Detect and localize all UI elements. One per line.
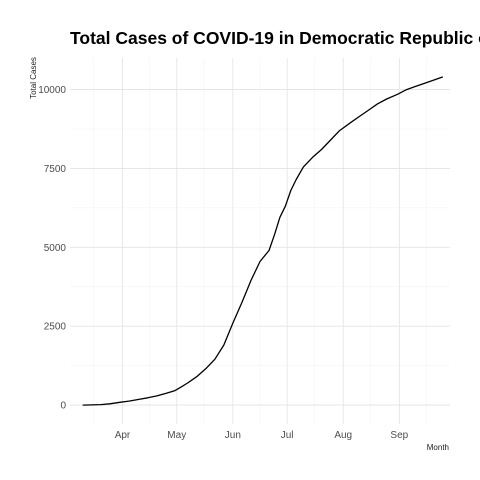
x-axis-title: Month (427, 443, 449, 452)
x-tick-label: Jul (281, 430, 294, 441)
x-axis-ticks: Apr May Jun Jul Aug Sep (115, 430, 409, 441)
x-tick-label: Apr (115, 430, 131, 441)
y-axis-title: Total Cases (29, 57, 38, 99)
x-tick-label: Sep (390, 430, 408, 441)
y-tick-label: 5000 (44, 243, 67, 254)
x-tick-label: Jun (225, 430, 241, 441)
series-line (82, 76, 444, 406)
grid (70, 58, 450, 424)
x-tick-label: May (167, 430, 186, 441)
y-tick-label: 2500 (44, 322, 67, 333)
y-axis-ticks: 0 2500 5000 7500 10000 (38, 85, 66, 412)
chart-title: Total Cases of COVID-19 in Democratic Re… (70, 28, 480, 48)
y-tick-label: 10000 (38, 85, 66, 96)
plot-area (82, 76, 444, 406)
y-tick-label: 0 (60, 401, 66, 412)
y-tick-label: 7500 (44, 164, 67, 175)
x-tick-label: Aug (334, 430, 352, 441)
